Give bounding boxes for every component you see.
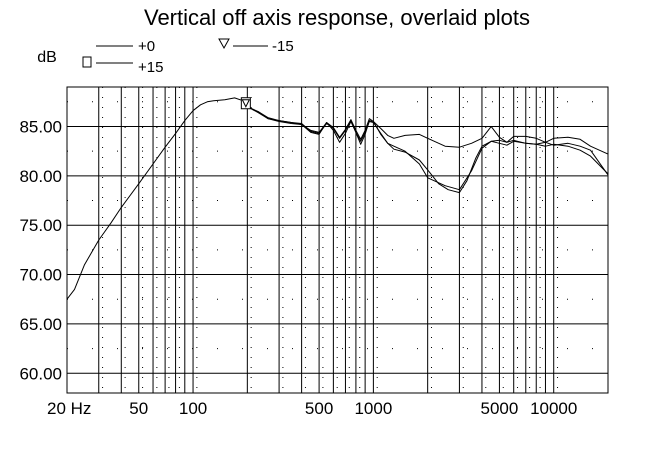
y-tick-labels: 60.00 65.00 70.00 75.00 80.00 85.00	[19, 117, 62, 383]
legend-marker-plus15	[82, 56, 92, 68]
x-tick-label: 1000	[354, 399, 392, 418]
x-tick-labels: 20 Hz 50 100 500 1000 5000 10000	[47, 399, 577, 418]
plot-frame	[66, 86, 609, 394]
y-tick-label: 70.00	[19, 266, 62, 285]
legend-label-plus0: +0	[138, 38, 155, 55]
y-tick-label: 85.00	[19, 117, 62, 136]
x-tick-label: 20 Hz	[47, 399, 91, 418]
y-axis-label: dB	[37, 49, 57, 66]
legend-marker-minus15	[218, 38, 230, 50]
y-tick-label: 80.00	[19, 167, 62, 186]
legend-label-plus15: +15	[138, 59, 163, 76]
x-tick-label: 500	[305, 399, 333, 418]
x-tick-label: 10000	[530, 399, 577, 418]
legend-label-minus15: -15	[272, 38, 294, 55]
series-line-1	[247, 106, 609, 155]
legend: +0 -15 +15	[82, 38, 294, 76]
y-tick-label: 75.00	[19, 216, 62, 235]
series-marker-minus15	[241, 99, 251, 108]
series-marker-plus15	[240, 97, 251, 110]
series-line-0	[66, 97, 609, 300]
chart-title: Vertical off axis response, overlaid plo…	[144, 5, 530, 30]
y-tick-label: 65.00	[19, 315, 62, 334]
series-markers	[240, 97, 251, 110]
grid	[67, 87, 608, 393]
series-line-2	[247, 106, 609, 194]
y-tick-label: 60.00	[19, 364, 62, 383]
series-lines	[66, 97, 609, 300]
x-tick-label: 50	[129, 399, 148, 418]
x-tick-label: 100	[179, 399, 207, 418]
x-tick-label: 5000	[481, 399, 519, 418]
